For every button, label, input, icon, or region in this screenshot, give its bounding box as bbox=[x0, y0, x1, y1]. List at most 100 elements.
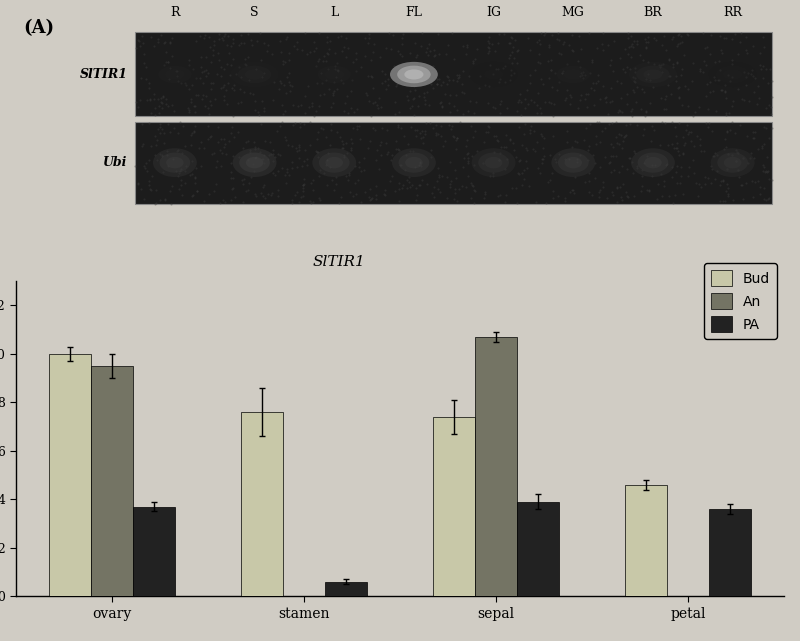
Point bbox=[416, 126, 429, 136]
Point bbox=[520, 155, 533, 165]
Point bbox=[515, 167, 528, 178]
Point bbox=[670, 143, 683, 153]
Point bbox=[757, 160, 770, 170]
Point bbox=[733, 172, 746, 182]
Point bbox=[370, 190, 382, 201]
Point bbox=[531, 88, 544, 99]
Point bbox=[697, 28, 710, 38]
Point bbox=[329, 61, 342, 71]
Point bbox=[452, 183, 465, 194]
Point bbox=[156, 150, 169, 160]
Point bbox=[556, 67, 569, 78]
Point bbox=[293, 145, 306, 155]
Point bbox=[262, 154, 274, 164]
Point bbox=[698, 146, 710, 156]
Point bbox=[256, 154, 269, 164]
Point bbox=[753, 93, 766, 103]
Point bbox=[719, 142, 732, 152]
Point bbox=[382, 147, 394, 157]
Point bbox=[196, 78, 209, 88]
Point bbox=[367, 83, 380, 93]
Point bbox=[742, 96, 755, 106]
Point bbox=[494, 108, 506, 118]
Point bbox=[178, 141, 191, 151]
Ellipse shape bbox=[233, 148, 277, 177]
Point bbox=[391, 78, 404, 88]
Point bbox=[461, 149, 474, 159]
Point bbox=[198, 196, 210, 206]
Point bbox=[314, 90, 327, 100]
Point bbox=[513, 95, 526, 105]
Point bbox=[758, 139, 770, 149]
Point bbox=[663, 54, 676, 65]
Point bbox=[562, 153, 575, 163]
Point bbox=[635, 84, 648, 94]
Point bbox=[269, 169, 282, 179]
Point bbox=[150, 185, 162, 196]
Point bbox=[457, 66, 470, 76]
Point bbox=[167, 122, 180, 133]
Point bbox=[366, 98, 379, 108]
Point bbox=[483, 171, 496, 181]
Point bbox=[329, 64, 342, 74]
Point bbox=[674, 38, 686, 48]
Point bbox=[219, 138, 232, 149]
Point bbox=[165, 199, 178, 209]
Point bbox=[532, 56, 545, 67]
Point bbox=[604, 97, 617, 107]
Point bbox=[443, 156, 456, 167]
Point bbox=[614, 106, 627, 116]
Point bbox=[450, 133, 463, 143]
Point bbox=[439, 89, 452, 99]
Point bbox=[606, 187, 618, 197]
Point bbox=[226, 183, 238, 194]
Point bbox=[699, 117, 712, 128]
Point bbox=[766, 174, 778, 185]
Point bbox=[149, 140, 162, 150]
Point bbox=[624, 153, 637, 163]
Point bbox=[240, 185, 253, 196]
Point bbox=[256, 191, 269, 201]
Point bbox=[290, 142, 302, 153]
Point bbox=[381, 149, 394, 159]
Ellipse shape bbox=[718, 153, 748, 172]
Point bbox=[677, 147, 690, 158]
Point bbox=[686, 58, 699, 69]
Point bbox=[762, 166, 774, 176]
Point bbox=[189, 101, 202, 111]
Point bbox=[708, 76, 721, 86]
Point bbox=[512, 46, 525, 56]
Point bbox=[281, 167, 294, 178]
Point bbox=[210, 156, 223, 166]
Point bbox=[489, 103, 502, 113]
Point bbox=[257, 158, 270, 168]
Point bbox=[573, 31, 586, 42]
Point bbox=[756, 142, 769, 153]
Point bbox=[313, 195, 326, 205]
Point bbox=[533, 58, 546, 68]
Point bbox=[726, 150, 738, 160]
Point bbox=[672, 118, 685, 128]
Point bbox=[250, 152, 262, 162]
Point bbox=[631, 160, 644, 171]
Point bbox=[760, 153, 773, 163]
Point bbox=[564, 92, 577, 102]
Point bbox=[626, 156, 638, 167]
Point bbox=[226, 54, 239, 64]
Point bbox=[378, 185, 391, 196]
Point bbox=[395, 33, 408, 43]
Point bbox=[144, 185, 157, 196]
Point bbox=[543, 42, 556, 52]
Point bbox=[404, 86, 417, 96]
Point bbox=[254, 119, 267, 129]
Point bbox=[214, 62, 227, 72]
Point bbox=[542, 56, 554, 66]
Point bbox=[637, 130, 650, 140]
Point bbox=[489, 46, 502, 56]
Point bbox=[204, 96, 217, 106]
Point bbox=[322, 148, 334, 158]
Point bbox=[740, 32, 753, 42]
Point bbox=[149, 199, 162, 209]
Point bbox=[214, 71, 227, 81]
Text: SlTIR1: SlTIR1 bbox=[79, 68, 127, 81]
